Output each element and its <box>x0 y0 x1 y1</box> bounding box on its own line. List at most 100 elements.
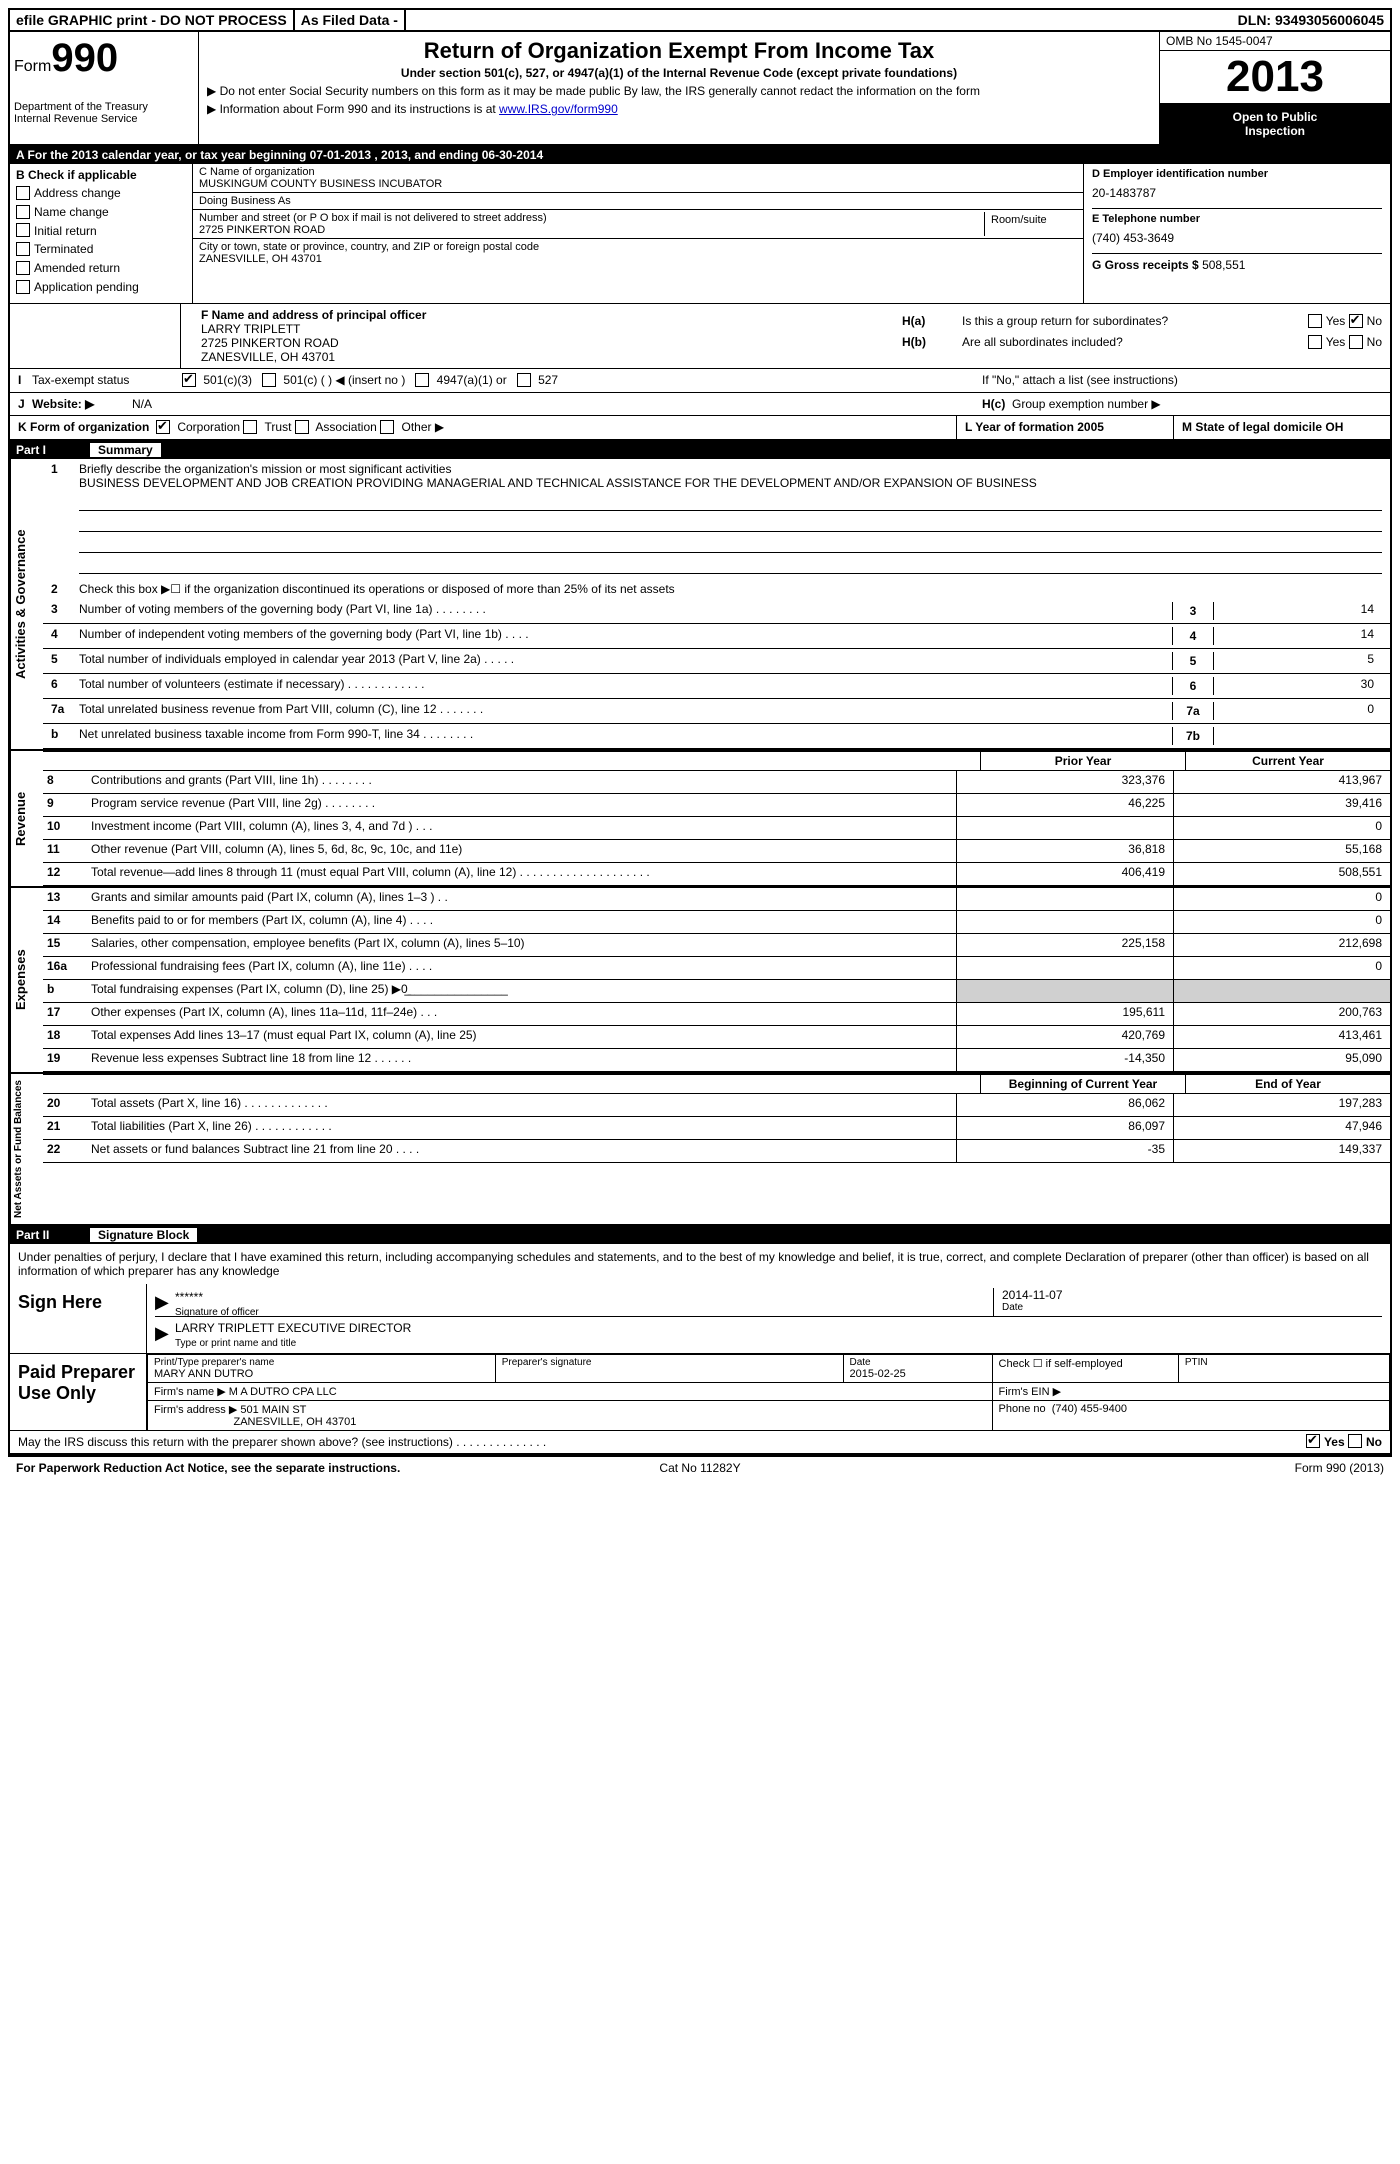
ha-yn: Yes No <box>1308 314 1382 329</box>
prep-name-label: Print/Type preparer's name <box>154 1357 489 1368</box>
mission-blank-lines <box>79 492 1382 574</box>
gross-label: G Gross receipts $ <box>1092 258 1199 272</box>
firm-addr-label: Firm's address ▶ <box>154 1404 237 1416</box>
ein-label: D Employer identification number <box>1092 168 1382 180</box>
section-fgh: F Name and address of principal officer … <box>10 304 1390 369</box>
discuss-text: May the IRS discuss this return with the… <box>18 1435 1306 1450</box>
irs-link[interactable]: www.IRS.gov/form990 <box>499 102 618 116</box>
line-num: 14 <box>43 911 87 933</box>
discuss-yes-cb[interactable] <box>1306 1434 1320 1448</box>
sign-here-label: Sign Here <box>10 1284 147 1353</box>
cb-amended[interactable]: Amended return <box>16 261 186 276</box>
section-net-assets: Net Assets or Fund Balances Beginning of… <box>10 1074 1390 1226</box>
cb-association[interactable] <box>295 420 309 434</box>
line-value: 5 <box>1214 652 1382 670</box>
cb-other[interactable] <box>380 420 394 434</box>
prior-value: 323,376 <box>956 771 1173 793</box>
cb-initial-return[interactable]: Initial return <box>16 224 186 239</box>
signature-sublabel: Signature of officer <box>175 1307 259 1318</box>
cb-527[interactable] <box>517 373 531 387</box>
current-value: 197,283 <box>1173 1094 1390 1116</box>
discuss-no-cb[interactable] <box>1348 1434 1362 1448</box>
col-b-header: B Check if applicable <box>16 168 186 182</box>
omb-number: OMB No 1545-0047 <box>1160 32 1390 51</box>
perjury-statement: Under penalties of perjury, I declare th… <box>10 1244 1390 1284</box>
fin-line-8: 8 Contributions and grants (Part VIII, l… <box>43 771 1390 794</box>
part-1-title: Summary <box>90 443 161 457</box>
signature-value: ****** <box>175 1290 203 1304</box>
prior-value <box>956 957 1173 979</box>
line-num: 11 <box>43 840 87 862</box>
ha-yes-cb[interactable] <box>1308 314 1322 328</box>
paid-preparer-label: Paid Preparer Use Only <box>10 1354 147 1430</box>
signature-field[interactable]: ▶ ****** Signature of officer 2014-11-07… <box>155 1288 1382 1317</box>
current-value: 0 <box>1173 888 1390 910</box>
officer-addr2: ZANESVILLE, OH 43701 <box>201 350 874 364</box>
line-num: 12 <box>43 863 87 885</box>
line-text: Number of independent voting members of … <box>79 627 1172 641</box>
line-2-text: Check this box ▶☐ if the organization di… <box>79 582 1382 596</box>
fin-line-22: 22 Net assets or fund balances Subtract … <box>43 1140 1390 1163</box>
hb-label: H(b) <box>902 335 962 350</box>
org-name: MUSKINGUM COUNTY BUSINESS INCUBATOR <box>199 178 1077 190</box>
tab-net-assets: Net Assets or Fund Balances <box>10 1074 43 1224</box>
prior-value <box>956 817 1173 839</box>
line-ref-box: 4 <box>1172 627 1214 645</box>
k-label: K Form of organization <box>18 420 149 434</box>
info-link-line: ▶ Information about Form 990 and its ins… <box>207 102 1151 116</box>
cb-application-pending[interactable]: Application pending <box>16 280 186 295</box>
form-subtitle: Under section 501(c), 527, or 4947(a)(1)… <box>207 66 1151 80</box>
line-num: 16a <box>43 957 87 979</box>
fin-line-16a: 16a Professional fundraising fees (Part … <box>43 957 1390 980</box>
cb-corporation[interactable] <box>156 420 170 434</box>
current-value: 508,551 <box>1173 863 1390 885</box>
officer-name-title: LARRY TRIPLETT EXECUTIVE DIRECTOR <box>175 1321 411 1335</box>
prep-self-employed[interactable]: Check ☐ if self-employed <box>999 1357 1172 1370</box>
hb-no-cb[interactable] <box>1349 335 1363 349</box>
open-to-public: Open to PublicInspection <box>1160 104 1390 144</box>
cb-4947[interactable] <box>415 373 429 387</box>
dba-label: Doing Business As <box>199 195 1077 207</box>
m-state-domicile: M State of legal domicile OH <box>1174 416 1390 439</box>
current-value: 413,461 <box>1173 1026 1390 1048</box>
fin-line-14: 14 Benefits paid to or for members (Part… <box>43 911 1390 934</box>
name-title-field[interactable]: ▶ LARRY TRIPLETT EXECUTIVE DIRECTOR Type… <box>155 1319 1382 1347</box>
gov-line-6: 6 Total number of volunteers (estimate i… <box>43 674 1390 699</box>
signature-arrow-icon: ▶ <box>155 1292 169 1313</box>
line-text: Net unrelated business taxable income fr… <box>79 727 1172 741</box>
cb-address-change[interactable]: Address change <box>16 186 186 201</box>
gov-line-5: 5 Total number of individuals employed i… <box>43 649 1390 674</box>
cb-terminated[interactable]: Terminated <box>16 242 186 257</box>
section-activities-governance: Activities & Governance 1 Briefly descri… <box>10 459 1390 751</box>
part-1-header: Part I Summary <box>10 441 1390 459</box>
efile-notice: efile GRAPHIC print - DO NOT PROCESS <box>10 10 295 30</box>
line-num: 9 <box>43 794 87 816</box>
firm-name-label: Firm's name ▶ <box>154 1386 226 1398</box>
line-num: 4 <box>51 627 79 641</box>
line-num: b <box>51 727 79 741</box>
line-value: 14 <box>1214 627 1382 645</box>
cb-501c3[interactable] <box>182 373 196 387</box>
firm-phone: (740) 455-9400 <box>1052 1403 1127 1415</box>
cb-501c[interactable] <box>262 373 276 387</box>
gov-line-4: 4 Number of independent voting members o… <box>43 624 1390 649</box>
line-value: 14 <box>1214 602 1382 620</box>
row-a-tax-year: A For the 2013 calendar year, or tax yea… <box>10 146 1390 164</box>
paperwork-notice: For Paperwork Reduction Act Notice, see … <box>16 1461 472 1475</box>
tax-year: 2013 <box>1160 51 1390 104</box>
prep-sig-label: Preparer's signature <box>502 1357 837 1368</box>
line-value: 0 <box>1214 702 1382 720</box>
ha-no-cb[interactable] <box>1349 314 1363 328</box>
col-current-year: Current Year <box>1185 752 1390 770</box>
ein-value: 20-1483787 <box>1092 186 1382 200</box>
gov-line-7a: 7a Total unrelated business revenue from… <box>43 699 1390 724</box>
form-title: Return of Organization Exempt From Incom… <box>207 38 1151 64</box>
cb-trust[interactable] <box>243 420 257 434</box>
row-j-letter: J <box>18 397 32 411</box>
line-num: 18 <box>43 1026 87 1048</box>
fin-line-19: 19 Revenue less expenses Subtract line 1… <box>43 1049 1390 1072</box>
hb-yes-cb[interactable] <box>1308 335 1322 349</box>
prior-value: -14,350 <box>956 1049 1173 1071</box>
fin-line-10: 10 Investment income (Part VIII, column … <box>43 817 1390 840</box>
cb-name-change[interactable]: Name change <box>16 205 186 220</box>
